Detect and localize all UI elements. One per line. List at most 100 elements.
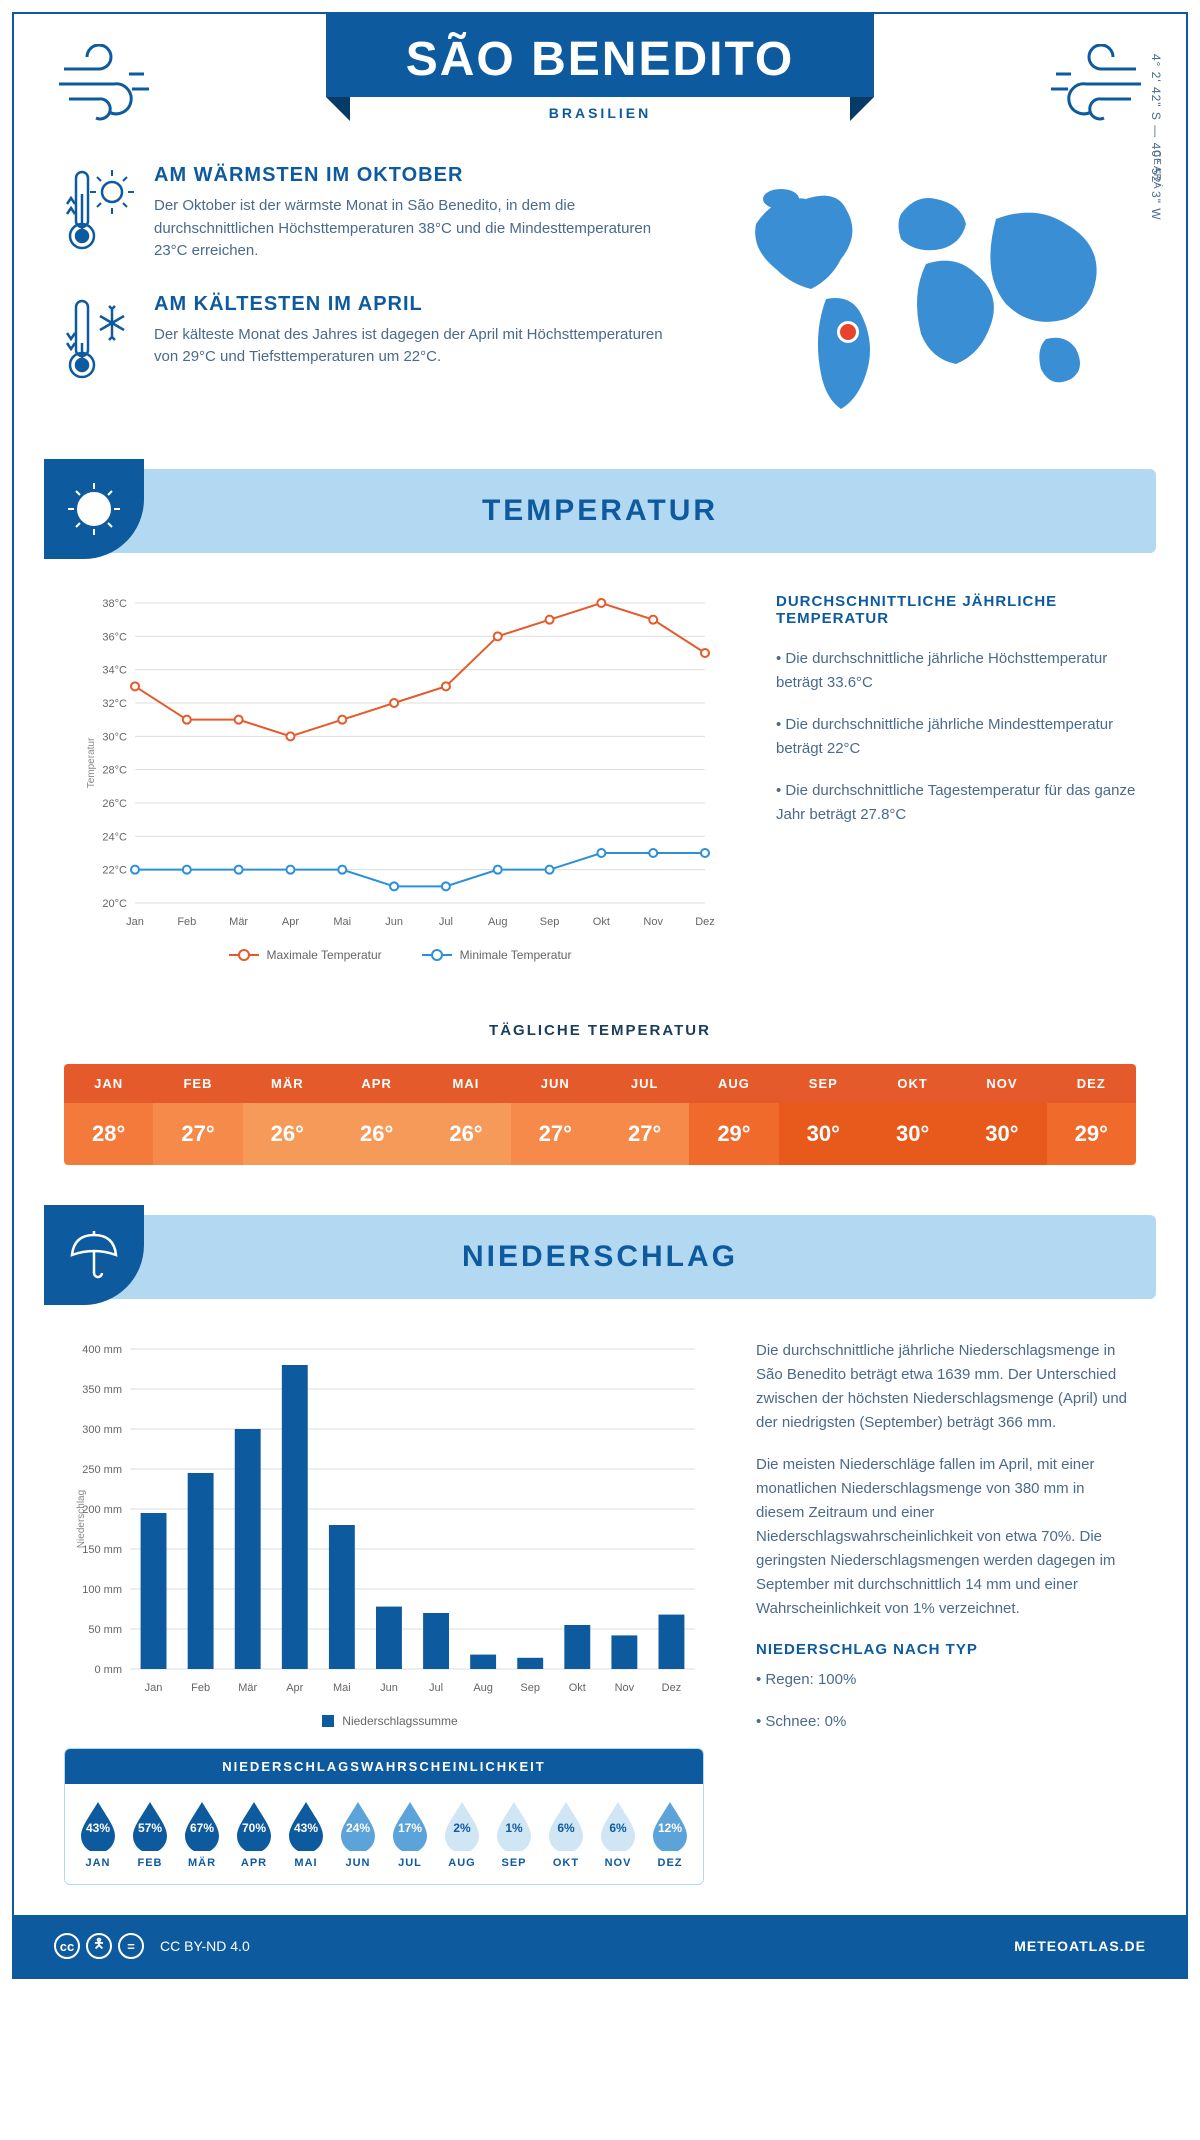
precip-paragraph: Die meisten Niederschläge fallen im Apri…	[756, 1453, 1136, 1621]
svg-text:24°C: 24°C	[102, 831, 127, 843]
svg-text:38°C: 38°C	[102, 598, 127, 610]
precipitation-legend: Niederschlagssumme	[64, 1714, 716, 1728]
svg-text:Jun: Jun	[385, 916, 403, 928]
probability-cell: 70% APR	[229, 1799, 279, 1869]
temperature-legend: Maximale Temperatur Minimale Temperatur	[64, 948, 736, 962]
svg-text:28°C: 28°C	[102, 765, 127, 777]
drop-icon: 12%	[649, 1799, 691, 1851]
svg-text:Temperatur: Temperatur	[86, 737, 97, 788]
drop-icon: 6%	[597, 1799, 639, 1851]
svg-text:34°C: 34°C	[102, 665, 127, 677]
temp-bullet: • Die durchschnittliche jährliche Höchst…	[776, 647, 1136, 695]
probability-cell: 67% MÄR	[177, 1799, 227, 1869]
svg-text:Aug: Aug	[488, 916, 508, 928]
svg-text:Nov: Nov	[615, 1682, 635, 1694]
coldest-body: Der kälteste Monat des Jahres ist dagege…	[154, 324, 686, 369]
daily-temp-cell: JUN27°	[511, 1064, 600, 1165]
svg-text:Jan: Jan	[126, 916, 144, 928]
page: SÃO BENEDITO BRASILIEN	[0, 0, 1200, 1991]
drop-icon: 17%	[389, 1799, 431, 1851]
daily-temp-cell: MAI26°	[421, 1064, 510, 1165]
highlights: AM WÄRMSTEN IM OKTOBER Der Oktober ist d…	[64, 164, 686, 429]
coldest-text: AM KÄLTESTEN IM APRIL Der kälteste Monat…	[154, 293, 686, 369]
cc-icon: cc	[54, 1933, 80, 1959]
daily-temp-cell: AUG29°	[689, 1064, 778, 1165]
svg-text:Jul: Jul	[439, 916, 453, 928]
svg-text:400 mm: 400 mm	[82, 1344, 122, 1356]
probability-cell: 6% NOV	[593, 1799, 643, 1869]
drop-icon: 2%	[441, 1799, 483, 1851]
probability-cell: 1% SEP	[489, 1799, 539, 1869]
svg-text:20°C: 20°C	[102, 898, 127, 910]
svg-text:Aug: Aug	[473, 1682, 493, 1694]
temp-info-title: DURCHSCHNITTLICHE JÄHRLICHE TEMPERATUR	[776, 593, 1136, 627]
drop-icon: 43%	[285, 1799, 327, 1851]
page-title: SÃO BENEDITO	[326, 14, 875, 97]
svg-text:36°C: 36°C	[102, 631, 127, 643]
map-container: CEARÁ 4° 2' 42" S — 40° 52' 3" W	[716, 164, 1136, 429]
warmest-title: AM WÄRMSTEN IM OKTOBER	[154, 164, 686, 187]
precip-type-line: • Schnee: 0%	[756, 1710, 1136, 1734]
coldest-title: AM KÄLTESTEN IM APRIL	[154, 293, 686, 316]
drop-icon: 1%	[493, 1799, 535, 1851]
temp-bullet: • Die durchschnittliche jährliche Mindes…	[776, 713, 1136, 761]
by-icon: 🯅	[86, 1933, 112, 1959]
warmest-text: AM WÄRMSTEN IM OKTOBER Der Oktober ist d…	[154, 164, 686, 263]
svg-text:350 mm: 350 mm	[82, 1384, 122, 1396]
temperature-content: 20°C22°C24°C26°C28°C30°C32°C34°C36°C38°C…	[14, 553, 1186, 1002]
svg-text:Feb: Feb	[191, 1682, 210, 1694]
svg-text:50 mm: 50 mm	[88, 1624, 122, 1636]
wind-icon-left	[54, 44, 174, 124]
svg-text:Mär: Mär	[238, 1682, 257, 1694]
drop-icon: 70%	[233, 1799, 275, 1851]
daily-temp-title: TÄGLICHE TEMPERATUR	[64, 1022, 1136, 1039]
precip-paragraph: Die durchschnittliche jährliche Niedersc…	[756, 1339, 1136, 1435]
svg-text:Mär: Mär	[229, 916, 248, 928]
precipitation-section-header: NIEDERSCHLAG	[44, 1215, 1156, 1299]
probability-cell: 43% MAI	[281, 1799, 331, 1869]
svg-text:30°C: 30°C	[102, 731, 127, 743]
probability-cell: 6% OKT	[541, 1799, 591, 1869]
precip-type-line: • Regen: 100%	[756, 1668, 1136, 1692]
precipitation-info: Die durchschnittliche jährliche Niedersc…	[756, 1339, 1136, 1885]
sun-icon	[44, 459, 144, 559]
legend-max: Maximale Temperatur	[229, 948, 382, 962]
daily-temp-cell: JAN28°	[64, 1064, 153, 1165]
drop-icon: 67%	[181, 1799, 223, 1851]
probability-cell: 24% JUN	[333, 1799, 383, 1869]
svg-text:22°C: 22°C	[102, 865, 127, 877]
daily-temp-cell: APR26°	[332, 1064, 421, 1165]
warmest-block: AM WÄRMSTEN IM OKTOBER Der Oktober ist d…	[64, 164, 686, 263]
svg-text:Jun: Jun	[380, 1682, 398, 1694]
drop-icon: 6%	[545, 1799, 587, 1851]
probability-cell: 2% AUG	[437, 1799, 487, 1869]
site-name: METEOATLAS.DE	[1014, 1938, 1146, 1954]
svg-text:Okt: Okt	[593, 916, 610, 928]
svg-text:150 mm: 150 mm	[82, 1544, 122, 1556]
temperature-title: TEMPERATUR	[44, 494, 1156, 528]
top-info: AM WÄRMSTEN IM OKTOBER Der Oktober ist d…	[14, 144, 1186, 469]
nd-icon: =	[118, 1933, 144, 1959]
svg-text:250 mm: 250 mm	[82, 1464, 122, 1476]
daily-temp-table: JAN28°FEB27°MÄR26°APR26°MAI26°JUN27°JUL2…	[64, 1064, 1136, 1165]
svg-text:Jul: Jul	[429, 1682, 443, 1694]
title-banner: SÃO BENEDITO BRASILIEN	[174, 44, 1026, 121]
probability-row: 43% JAN 57% FEB 67% MÄR 70% APR 43% MAI	[65, 1784, 703, 1884]
thermometer-snow-icon	[64, 293, 134, 383]
daily-temp-cell: SEP30°	[779, 1064, 868, 1165]
wind-icon-right	[1026, 44, 1146, 124]
svg-text:Niederschlag: Niederschlag	[76, 1490, 87, 1548]
svg-text:Apr: Apr	[286, 1682, 303, 1694]
probability-title: NIEDERSCHLAGSWAHRSCHEINLICHKEIT	[65, 1749, 703, 1784]
svg-text:Mai: Mai	[333, 1682, 351, 1694]
warmest-body: Der Oktober ist der wärmste Monat in São…	[154, 195, 686, 263]
probability-cell: 57% FEB	[125, 1799, 175, 1869]
umbrella-icon	[44, 1205, 144, 1305]
temp-bullet: • Die durchschnittliche Tagestemperatur …	[776, 779, 1136, 827]
daily-temperature: TÄGLICHE TEMPERATUR JAN28°FEB27°MÄR26°AP…	[14, 1002, 1186, 1215]
svg-text:32°C: 32°C	[102, 698, 127, 710]
precipitation-title: NIEDERSCHLAG	[44, 1240, 1156, 1274]
drop-icon: 57%	[129, 1799, 171, 1851]
svg-text:Jan: Jan	[145, 1682, 163, 1694]
probability-cell: 12% DEZ	[645, 1799, 695, 1869]
